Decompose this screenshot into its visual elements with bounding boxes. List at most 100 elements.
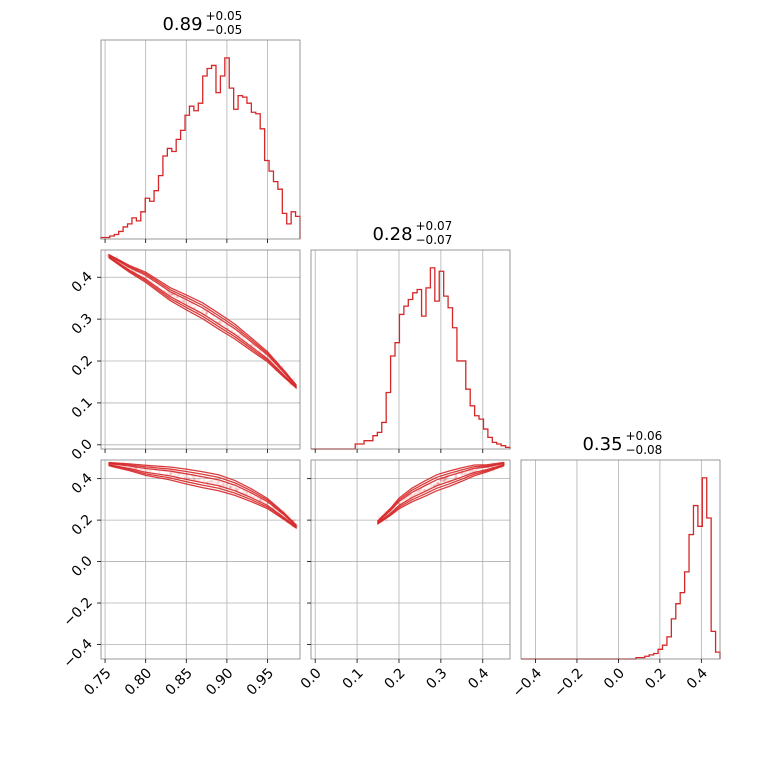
scatter-point bbox=[186, 476, 190, 480]
histogram-0 bbox=[100, 57, 301, 239]
tick-label-y: 0.4 bbox=[69, 470, 96, 497]
tick-label-x: 0.90 bbox=[203, 665, 236, 698]
scatter-point bbox=[443, 478, 447, 482]
scatter-point bbox=[444, 477, 448, 481]
tick-label-x: 0.1 bbox=[340, 665, 367, 692]
marginal-title-upper-0: +0.05 bbox=[206, 9, 243, 23]
tick-label-y: 0.2 bbox=[69, 353, 96, 380]
scatter-point bbox=[223, 483, 226, 487]
scatter-point bbox=[442, 479, 446, 483]
tick-label-x: 0.3 bbox=[423, 665, 450, 692]
scatter-point bbox=[411, 494, 415, 497]
marginal-title-lower-2: −0.08 bbox=[626, 443, 663, 457]
scatter-point bbox=[454, 475, 457, 479]
scatter-point bbox=[184, 300, 187, 304]
scatter-point bbox=[234, 487, 237, 491]
scatter-point bbox=[209, 479, 213, 483]
panel-frame-2-2 bbox=[520, 459, 721, 660]
scatter-point bbox=[218, 320, 222, 323]
scatter-point bbox=[429, 483, 433, 487]
tick-label-x: 0.95 bbox=[244, 665, 277, 698]
tick-label-x: 0.4 bbox=[465, 665, 492, 692]
scatter-point bbox=[408, 495, 412, 499]
scatter-point bbox=[206, 480, 210, 484]
scatter-point bbox=[441, 478, 445, 482]
scatter-point bbox=[208, 480, 212, 484]
scatter-point bbox=[464, 472, 468, 475]
scatter-point bbox=[253, 345, 257, 349]
scatter-point bbox=[245, 491, 249, 495]
scatter-point bbox=[185, 474, 189, 478]
scatter-point bbox=[413, 492, 417, 496]
scatter-point bbox=[180, 298, 184, 302]
scatter-point bbox=[236, 487, 239, 491]
scatter-point bbox=[436, 481, 440, 485]
scatter-point bbox=[238, 333, 242, 337]
panel-frame-1-0 bbox=[100, 249, 301, 450]
marginal-title-2: 0.35 bbox=[582, 434, 622, 455]
scatter-point bbox=[475, 468, 478, 472]
scatter-point bbox=[446, 478, 450, 482]
panel-frame-1-1 bbox=[310, 249, 511, 450]
scatter-point bbox=[148, 469, 152, 473]
contour-level-2 bbox=[108, 253, 297, 390]
scatter-point bbox=[220, 321, 223, 325]
scatter-point bbox=[231, 485, 234, 488]
scatter-point bbox=[292, 518, 296, 522]
scatter-point bbox=[228, 485, 232, 489]
tick-label-y: 0.3 bbox=[69, 311, 96, 338]
scatter-point bbox=[187, 301, 191, 305]
tick-label-x: 0.75 bbox=[81, 665, 114, 698]
tick-label-y: 0.4 bbox=[69, 269, 96, 296]
scatter-point bbox=[168, 292, 172, 296]
scatter-point bbox=[249, 493, 253, 497]
marginal-title-lower-0: −0.05 bbox=[206, 23, 243, 37]
tick-label-x: 0.80 bbox=[122, 665, 155, 698]
scatter-point bbox=[187, 476, 191, 480]
scatter-point bbox=[211, 480, 215, 484]
scatter-point bbox=[418, 489, 421, 493]
scatter-point bbox=[173, 294, 177, 298]
panel-frame-2-1 bbox=[310, 459, 511, 660]
scatter-point bbox=[228, 485, 232, 488]
scatter-point bbox=[241, 336, 245, 340]
scatter-point bbox=[434, 481, 438, 485]
tick-label-x: 0.0 bbox=[298, 665, 325, 692]
scatter-point bbox=[181, 474, 185, 477]
scatter-point bbox=[192, 477, 196, 481]
scatter-point bbox=[252, 495, 256, 499]
panel-frame-0-0 bbox=[100, 39, 301, 240]
scatter-point bbox=[441, 479, 445, 483]
tick-label-x: 0.2 bbox=[642, 665, 669, 692]
scatter-point bbox=[174, 472, 178, 476]
scatter-point bbox=[205, 311, 209, 315]
scatter-point bbox=[157, 470, 161, 474]
scatter-point bbox=[193, 477, 196, 481]
scatter-point bbox=[228, 485, 232, 489]
scatter-point bbox=[221, 483, 225, 487]
scatter-point bbox=[202, 479, 206, 482]
scatter-point bbox=[415, 490, 419, 494]
scatter-point bbox=[139, 468, 143, 471]
tick-label-y: 0.0 bbox=[69, 553, 96, 580]
scatter-point bbox=[225, 483, 229, 487]
tick-label-y: 0.1 bbox=[69, 394, 96, 421]
scatter-point bbox=[443, 477, 447, 481]
scatter-point bbox=[261, 500, 265, 503]
tick-label-x: 0.0 bbox=[601, 665, 628, 692]
scatter-point bbox=[205, 311, 209, 315]
tick-label-y: 0.0 bbox=[69, 436, 96, 463]
tick-label-y: −0.2 bbox=[60, 595, 95, 630]
scatter-point bbox=[418, 489, 421, 493]
scatter-point bbox=[182, 300, 185, 304]
scatter-point bbox=[217, 480, 221, 483]
scatter-point bbox=[169, 472, 173, 476]
scatter-point bbox=[205, 312, 208, 316]
scatter-point bbox=[443, 477, 447, 481]
histogram-1 bbox=[311, 267, 511, 450]
scatter-point bbox=[384, 519, 388, 522]
tick-label-x: 0.2 bbox=[382, 665, 409, 692]
scatter-point bbox=[214, 481, 218, 485]
scatter-point bbox=[176, 473, 180, 477]
